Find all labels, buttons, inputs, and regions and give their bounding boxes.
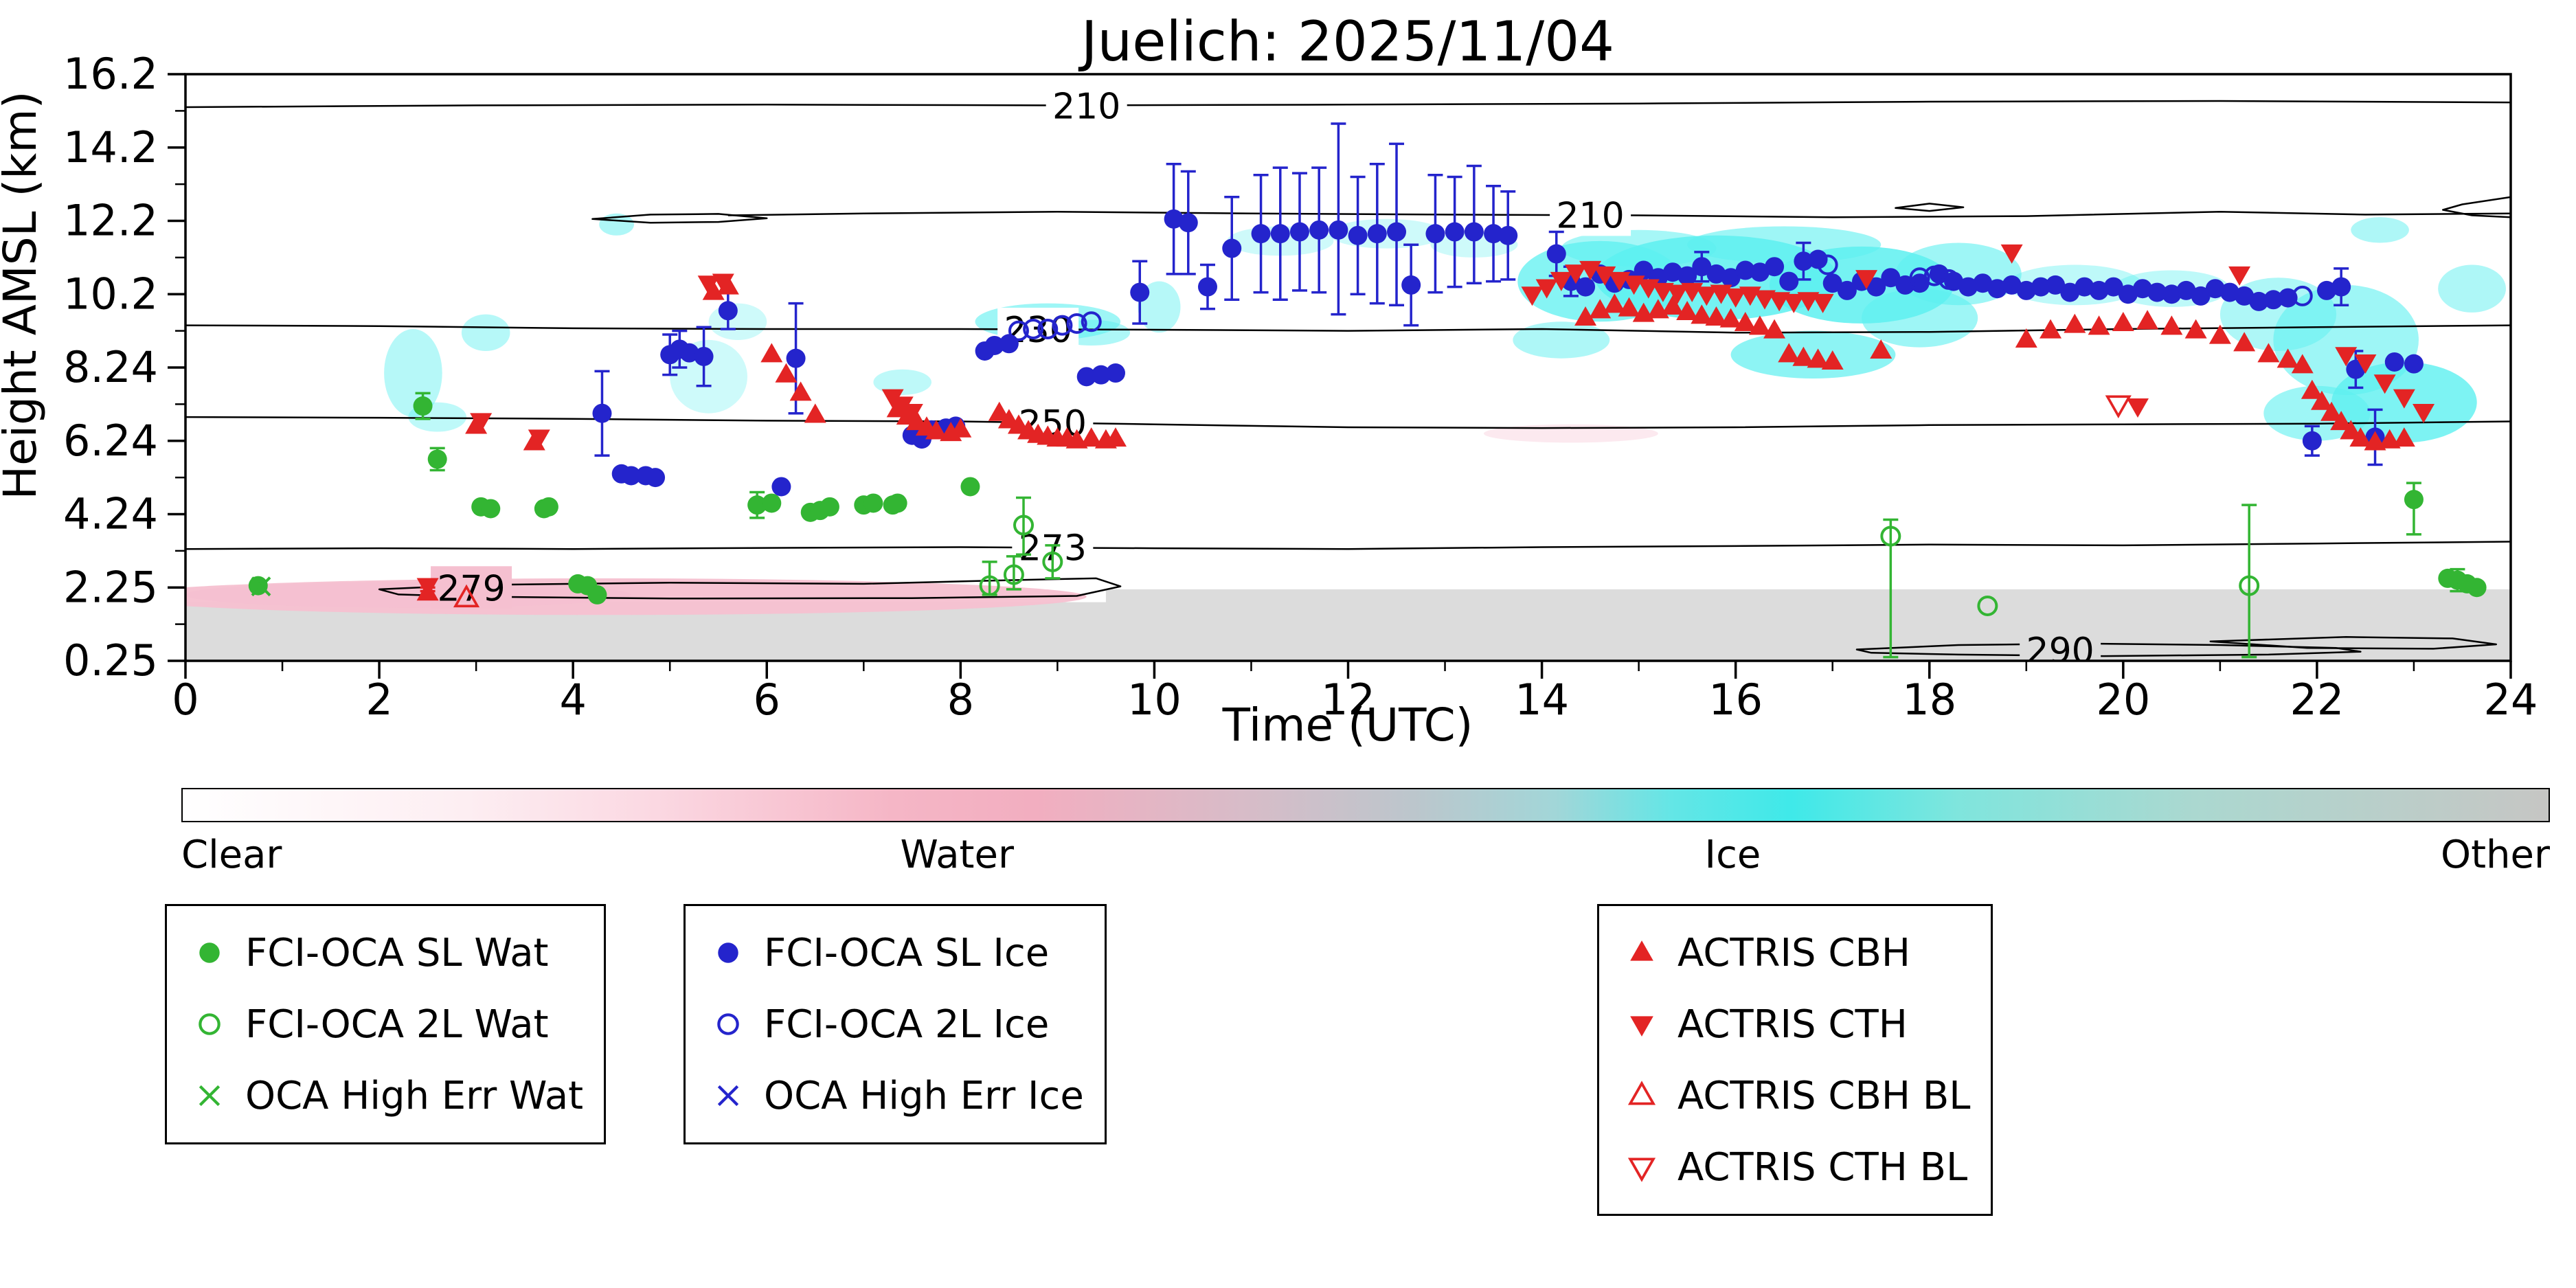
circle-filled-marker-icon	[718, 942, 738, 963]
circle-open-marker-icon	[199, 1013, 221, 1035]
svg-text:4.24: 4.24	[63, 489, 158, 539]
svg-text:210: 210	[1556, 195, 1624, 236]
svg-text:10: 10	[1127, 675, 1182, 725]
axes: 0 2 4 6 8 10 12 14 16 18 20 22 240.252.254.246.248.2…	[63, 49, 2538, 725]
svg-text:0.25: 0.25	[63, 635, 158, 686]
legend-label: FCI-OCA SL Ice	[764, 930, 1050, 975]
colorbar-label-other: Other	[2440, 833, 2550, 877]
legend-label: OCA High Err Wat	[245, 1073, 584, 1118]
triangle-up-filled-marker-icon	[1630, 940, 1653, 961]
svg-text:14.2: 14.2	[63, 122, 158, 172]
x-axis-label: Time (UTC)	[1222, 699, 1473, 752]
svg-text:20: 20	[2096, 675, 2150, 725]
y-axis-label: Height AMSL (km)	[0, 91, 47, 500]
legend-item: FCI-OCA SL Wat	[188, 917, 583, 988]
circle-filled-marker-icon	[199, 942, 220, 963]
chart-title: Juelich: 2025/11/04	[1078, 10, 1614, 74]
svg-text:4: 4	[559, 675, 586, 725]
triangle-up-open-marker-icon	[1627, 1081, 1656, 1105]
svg-text:6: 6	[754, 675, 780, 725]
colorbar-label-water: Water	[900, 833, 1014, 877]
svg-text:8.24: 8.24	[63, 342, 158, 392]
legend-item: FCI-OCA 2L Ice	[706, 988, 1084, 1060]
legend-item: ACTRIS CTH BL	[1620, 1131, 1970, 1203]
colorbar-label-clear: Clear	[181, 833, 282, 877]
phase-colorbar	[181, 788, 2550, 822]
legend-water: FCI-OCA SL Wat FCI-OCA 2L Wat OCA High Err…	[165, 904, 607, 1144]
svg-text:2: 2	[365, 675, 392, 725]
legend-label: ACTRIS CTH	[1677, 1002, 1908, 1047]
svg-text:210: 210	[1052, 86, 1120, 127]
svg-text:22: 22	[2290, 675, 2344, 725]
svg-text:16: 16	[1708, 675, 1763, 725]
svg-text:18: 18	[1902, 675, 1956, 725]
svg-text:290: 290	[2026, 631, 2094, 672]
colorbar-labels: Clear Water Ice Other	[0, 833, 2576, 882]
legend-item: ACTRIS CBH BL	[1620, 1060, 1970, 1131]
legend-item: FCI-OCA 2L Wat	[188, 988, 583, 1060]
legend-label: ACTRIS CTH BL	[1677, 1144, 1968, 1190]
svg-text:12.2: 12.2	[63, 196, 158, 246]
triangle-down-filled-marker-icon	[1630, 1016, 1653, 1037]
legend-label: FCI-OCA 2L Wat	[245, 1002, 549, 1047]
svg-text:0: 0	[172, 675, 199, 725]
triangle-down-open-marker-icon	[1627, 1157, 1656, 1182]
legend-item: FCI-OCA SL Ice	[706, 917, 1084, 988]
legend-label: FCI-OCA 2L Ice	[764, 1002, 1050, 1047]
colorbar-label-ice: Ice	[1704, 833, 1761, 877]
legend-label: OCA High Err Ice	[764, 1073, 1084, 1118]
svg-text:6.24: 6.24	[63, 416, 158, 466]
x-filled-marker-icon	[717, 1085, 739, 1107]
svg-text:12: 12	[1321, 675, 1375, 725]
svg-text:2.25: 2.25	[63, 562, 158, 612]
svg-text:279: 279	[437, 568, 505, 609]
legend-item: ACTRIS CTH	[1620, 988, 1970, 1060]
svg-text:10.2: 10.2	[63, 269, 158, 319]
svg-text:8: 8	[947, 675, 974, 725]
legend-item: OCA High Err Wat	[188, 1060, 583, 1131]
legend-ice: FCI-OCA SL Ice FCI-OCA 2L Ice OCA High Err…	[683, 904, 1107, 1144]
svg-text:24: 24	[2484, 675, 2538, 725]
circle-open-marker-icon	[717, 1013, 739, 1035]
legend-actris: ACTRIS CBH ACTRIS CTH ACTRIS CBH BL ACTRIS …	[1597, 904, 1993, 1216]
legend-item: OCA High Err Ice	[706, 1060, 1084, 1131]
legend-label: ACTRIS CBH BL	[1677, 1073, 1971, 1118]
scatter-series	[248, 122, 2487, 659]
svg-text:16.2: 16.2	[63, 49, 158, 99]
legend-label: FCI-OCA SL Wat	[245, 930, 549, 975]
x-filled-marker-icon	[199, 1085, 221, 1107]
legend-item: ACTRIS CBH	[1620, 917, 1970, 988]
svg-text:14: 14	[1515, 675, 1569, 725]
legend-label: ACTRIS CBH	[1677, 930, 1911, 975]
